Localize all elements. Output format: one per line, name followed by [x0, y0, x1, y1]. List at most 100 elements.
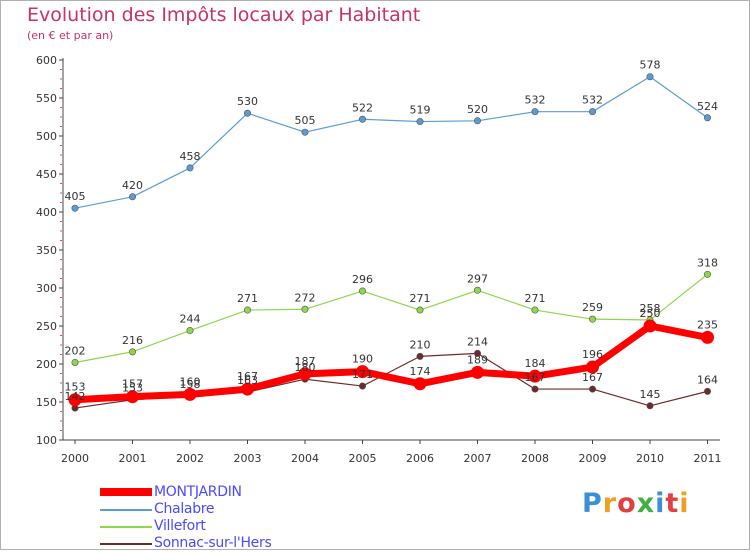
legend-label-villefort: Villefort — [154, 518, 206, 534]
data-point-villefort — [71, 358, 79, 366]
x-tick-label: 2003 — [234, 452, 262, 465]
data-point-montjardin — [298, 367, 312, 381]
data-label-sonnac-sur-l-hers: 153 — [122, 382, 143, 395]
data-point-chalabre — [416, 118, 424, 126]
data-label-chalabre: 420 — [122, 179, 143, 192]
data-label-sonnac-sur-l-hers: 210 — [410, 338, 431, 351]
logo-letter: i — [679, 488, 690, 519]
data-point-montjardin — [528, 369, 542, 383]
data-point-chalabre — [646, 73, 654, 81]
data-point-montjardin — [413, 377, 427, 391]
logo-letter: t — [665, 488, 680, 519]
data-label-chalabre: 522 — [352, 101, 373, 114]
data-point-villefort — [531, 306, 539, 314]
x-tick-label: 2006 — [406, 452, 434, 465]
x-tick-label: 2002 — [176, 452, 204, 465]
data-label-sonnac-sur-l-hers: 167 — [582, 371, 603, 384]
data-point-chalabre — [531, 108, 539, 116]
data-label-sonnac-sur-l-hers: 180 — [295, 361, 316, 374]
data-label-villefort: 271 — [410, 292, 431, 305]
data-point-villefort — [358, 287, 366, 295]
data-label-villefort: 297 — [467, 272, 488, 285]
data-point-montjardin — [126, 390, 139, 404]
data-point-chalabre — [358, 115, 366, 123]
y-tick-label: 550 — [36, 92, 57, 105]
data-point-sonnac-sur-l-hers — [416, 352, 424, 360]
data-label-montjardin: 174 — [410, 365, 431, 378]
data-point-villefort — [473, 286, 481, 294]
data-point-villefort — [416, 306, 424, 314]
data-point-villefort — [301, 305, 309, 313]
data-label-sonnac-sur-l-hers: 158 — [180, 378, 201, 391]
x-tick-label: 2009 — [579, 452, 607, 465]
series-line-montjardin — [71, 322, 711, 404]
data-point-montjardin — [356, 365, 369, 379]
y-tick-label: 250 — [36, 320, 57, 333]
series-layer — [68, 73, 714, 412]
data-label-chalabre: 458 — [180, 150, 201, 163]
data-label-sonnac-sur-l-hers: 145 — [640, 388, 661, 401]
legend-swatch-montjardin — [100, 488, 152, 496]
proxiti-logo: Proxiti — [582, 488, 690, 519]
data-label-villefort: 271 — [237, 292, 258, 305]
data-point-montjardin — [183, 387, 197, 401]
x-tick-label: 2001 — [119, 452, 147, 465]
data-label-montjardin: 235 — [697, 318, 718, 331]
data-point-sonnac-sur-l-hers — [588, 385, 596, 393]
data-point-chalabre — [71, 204, 79, 212]
x-tick-label: 2000 — [61, 452, 89, 465]
data-point-montjardin — [241, 382, 254, 396]
data-label-sonnac-sur-l-hers: 167 — [525, 371, 546, 384]
y-tick-label: 100 — [36, 434, 57, 447]
x-tick-label: 2004 — [291, 452, 319, 465]
axes: 100 150 200 250 300 350 400 450 500 550 600 2000 200… — [36, 54, 722, 465]
data-point-sonnac-sur-l-hers — [703, 387, 711, 395]
data-label-villefort: 259 — [582, 301, 603, 314]
x-tick-label: 2011 — [694, 452, 722, 465]
data-label-chalabre: 532 — [582, 94, 603, 107]
data-point-montjardin — [68, 393, 82, 407]
data-point-chalabre — [301, 128, 309, 136]
data-label-villefort: 272 — [295, 291, 316, 304]
series-line-chalabre — [74, 76, 709, 209]
data-point-villefort — [186, 327, 194, 335]
y-tick-label: 300 — [36, 282, 57, 295]
data-label-villefort: 318 — [697, 256, 718, 269]
data-point-montjardin — [701, 330, 714, 344]
data-label-villefort: 202 — [65, 344, 86, 357]
data-label-sonnac-sur-l-hers: 163 — [237, 374, 258, 387]
data-label-montjardin: 160 — [180, 375, 201, 388]
logo-letter: P — [582, 488, 603, 519]
data-point-chalabre — [588, 108, 596, 116]
y-tick-label: 350 — [36, 244, 57, 257]
x-tick-label: 2008 — [521, 452, 549, 465]
logo-letter: x — [636, 488, 656, 519]
legend-label-montjardin: MONTJARDIN — [154, 484, 242, 500]
data-point-chalabre — [703, 114, 711, 122]
data-label-montjardin: 189 — [467, 353, 488, 366]
chart-title: Evolution des Impôts locaux par Habitant — [27, 4, 421, 26]
data-label-montjardin: 184 — [525, 357, 546, 370]
data-label-chalabre: 530 — [237, 95, 258, 108]
data-point-sonnac-sur-l-hers — [473, 349, 481, 357]
y-tick-label: 450 — [36, 168, 57, 181]
data-label-montjardin: 190 — [352, 353, 373, 366]
data-point-chalabre — [473, 117, 481, 125]
x-tick-label: 2005 — [349, 452, 377, 465]
legend-swatch-sonnac — [100, 543, 152, 545]
data-label-chalabre: 405 — [65, 190, 86, 203]
data-label-chalabre: 519 — [410, 104, 431, 117]
data-point-villefort — [703, 270, 711, 278]
data-label-chalabre: 532 — [525, 94, 546, 107]
data-point-villefort — [244, 306, 252, 314]
legend-swatch-chalabre — [100, 509, 152, 511]
y-tick-label: 500 — [36, 130, 57, 143]
data-label-sonnac-sur-l-hers: 164 — [697, 373, 718, 386]
data-label-villefort: 244 — [180, 313, 201, 326]
data-point-chalabre — [129, 193, 137, 201]
data-point-villefort — [588, 315, 596, 323]
data-label-chalabre: 578 — [640, 59, 661, 72]
data-point-sonnac-sur-l-hers — [531, 385, 539, 393]
data-point-montjardin — [471, 365, 484, 379]
